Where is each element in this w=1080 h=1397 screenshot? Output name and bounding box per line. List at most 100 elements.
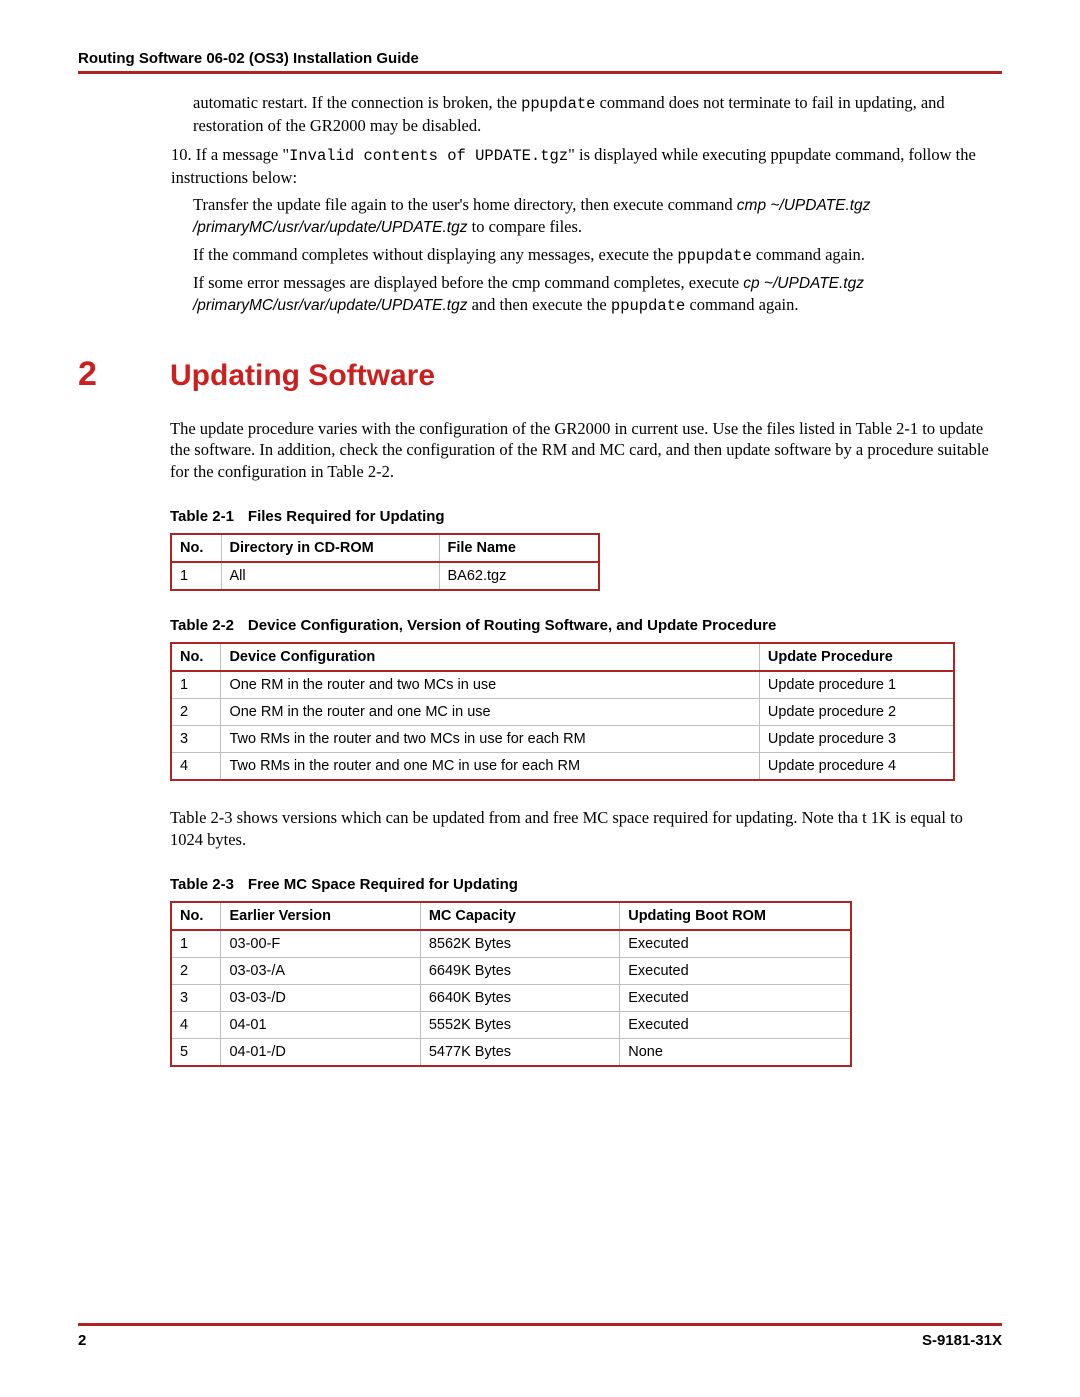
text: Transfer the update file again to the us…: [193, 195, 737, 214]
cell: 3: [171, 985, 221, 1012]
table1-caption: Table 2-1 Files Required for Updating: [170, 508, 1002, 525]
doc-number: S-9181-31X: [922, 1332, 1002, 1349]
section-number: 2: [78, 355, 170, 394]
table-header-row: No. Directory in CD-ROM File Name: [171, 534, 599, 562]
caption-title: Files Required for Updating: [248, 508, 445, 525]
code: ppupdate: [521, 95, 595, 113]
code: Invalid contents of UPDATE.tgz: [289, 147, 568, 165]
cell: 6649K Bytes: [420, 958, 619, 985]
table-header-row: No. Earlier Version MC Capacity Updating…: [171, 902, 851, 930]
cell: 04-01: [221, 1012, 420, 1039]
continuation-para: automatic restart. If the connection is …: [193, 92, 992, 136]
table-row: 1One RM in the router and two MCs in use…: [171, 671, 954, 699]
text: If the command completes without display…: [193, 245, 677, 264]
code: ppupdate: [611, 297, 685, 315]
col-no: No.: [171, 902, 221, 930]
cell: One RM in the router and two MCs in use: [221, 671, 759, 699]
cell: None: [620, 1039, 851, 1067]
step-sub2: If the command completes without display…: [193, 244, 992, 267]
cell: 03-00-F: [221, 930, 420, 958]
cell: 2: [171, 699, 221, 726]
table-row: 3Two RMs in the router and two MCs in us…: [171, 726, 954, 753]
cell: Executed: [620, 930, 851, 958]
cell: 8562K Bytes: [420, 930, 619, 958]
table2-caption: Table 2-2 Device Configuration, Version o…: [170, 617, 1002, 634]
col-capacity: MC Capacity: [420, 902, 619, 930]
cell: 1: [171, 930, 221, 958]
caption-title: Free MC Space Required for Updating: [248, 876, 518, 893]
page-number: 2: [78, 1332, 86, 1349]
col-file: File Name: [439, 534, 599, 562]
cell: 5: [171, 1039, 221, 1067]
table-row: 303-03-/D6640K BytesExecuted: [171, 985, 851, 1012]
text: If a message ": [192, 145, 289, 164]
cell: 03-03-/D: [221, 985, 420, 1012]
text: automatic restart. If the connection is …: [193, 93, 521, 112]
cell: 5552K Bytes: [420, 1012, 619, 1039]
cell: 2: [171, 958, 221, 985]
cell: 03-03-/A: [221, 958, 420, 985]
text: and then execute the: [467, 295, 610, 314]
text: If some error messages are displayed bef…: [193, 273, 743, 292]
table-row: 2One RM in the router and one MC in useU…: [171, 699, 954, 726]
caption-label: Table 2-2: [170, 617, 234, 634]
cell: 3: [171, 726, 221, 753]
col-bootrom: Updating Boot ROM: [620, 902, 851, 930]
cell: Executed: [620, 1012, 851, 1039]
col-dir: Directory in CD-ROM: [221, 534, 439, 562]
cell: 4: [171, 753, 221, 781]
table-header-row: No. Device Configuration Update Procedur…: [171, 643, 954, 671]
section-heading: 2 Updating Software: [78, 355, 1002, 394]
caption-title: Device Configuration, Version of Routing…: [248, 617, 776, 634]
header-title: Routing Software 06-02 (OS3) Installatio…: [78, 50, 419, 67]
table-row: 4Two RMs in the router and one MC in use…: [171, 753, 954, 781]
table-row: 504-01-/D5477K BytesNone: [171, 1039, 851, 1067]
table-2: No. Device Configuration Update Procedur…: [170, 642, 955, 781]
col-config: Device Configuration: [221, 643, 759, 671]
cell: 1: [171, 671, 221, 699]
cell: 04-01-/D: [221, 1039, 420, 1067]
after-table2-para: Table 2-3 shows versions which can be up…: [170, 807, 992, 850]
section-intro: The update procedure varies with the con…: [170, 418, 992, 482]
cell: Update procedure 1: [759, 671, 954, 699]
cell: 5477K Bytes: [420, 1039, 619, 1067]
table-row: 404-015552K BytesExecuted: [171, 1012, 851, 1039]
step-sub3: If some error messages are displayed bef…: [193, 272, 992, 317]
cell: All: [221, 562, 439, 590]
table-3: No. Earlier Version MC Capacity Updating…: [170, 901, 852, 1067]
cell: Executed: [620, 985, 851, 1012]
cell: 4: [171, 1012, 221, 1039]
cell: 6640K Bytes: [420, 985, 619, 1012]
table-1: No. Directory in CD-ROM File Name 1 All …: [170, 533, 600, 591]
cell: BA62.tgz: [439, 562, 599, 590]
continuation-block: automatic restart. If the connection is …: [193, 92, 992, 317]
cell: Two RMs in the router and two MCs in use…: [221, 726, 759, 753]
cell: Update procedure 4: [759, 753, 954, 781]
step-10: 10. If a message "Invalid contents of UP…: [171, 144, 992, 188]
text: to compare files.: [467, 217, 582, 236]
cell: Two RMs in the router and one MC in use …: [221, 753, 759, 781]
text: command again.: [685, 295, 798, 314]
table-row: 103-00-F8562K BytesExecuted: [171, 930, 851, 958]
cell: Executed: [620, 958, 851, 985]
caption-label: Table 2-3: [170, 876, 234, 893]
col-version: Earlier Version: [221, 902, 420, 930]
step-number: 10.: [171, 145, 192, 164]
cell: Update procedure 2: [759, 699, 954, 726]
caption-label: Table 2-1: [170, 508, 234, 525]
col-no: No.: [171, 643, 221, 671]
cell: One RM in the router and one MC in use: [221, 699, 759, 726]
step-sub1: Transfer the update file again to the us…: [193, 194, 992, 238]
text: command again.: [752, 245, 865, 264]
col-proc: Update Procedure: [759, 643, 954, 671]
table-row: 203-03-/A6649K BytesExecuted: [171, 958, 851, 985]
col-no: No.: [171, 534, 221, 562]
code: ppupdate: [677, 247, 751, 265]
cell: 1: [171, 562, 221, 590]
table-row: 1 All BA62.tgz: [171, 562, 599, 590]
section-title: Updating Software: [170, 359, 435, 393]
page-header: Routing Software 06-02 (OS3) Installatio…: [78, 50, 1002, 74]
page-footer: 2 S-9181-31X: [78, 1323, 1002, 1349]
table3-caption: Table 2-3 Free MC Space Required for Upda…: [170, 876, 1002, 893]
cell: Update procedure 3: [759, 726, 954, 753]
